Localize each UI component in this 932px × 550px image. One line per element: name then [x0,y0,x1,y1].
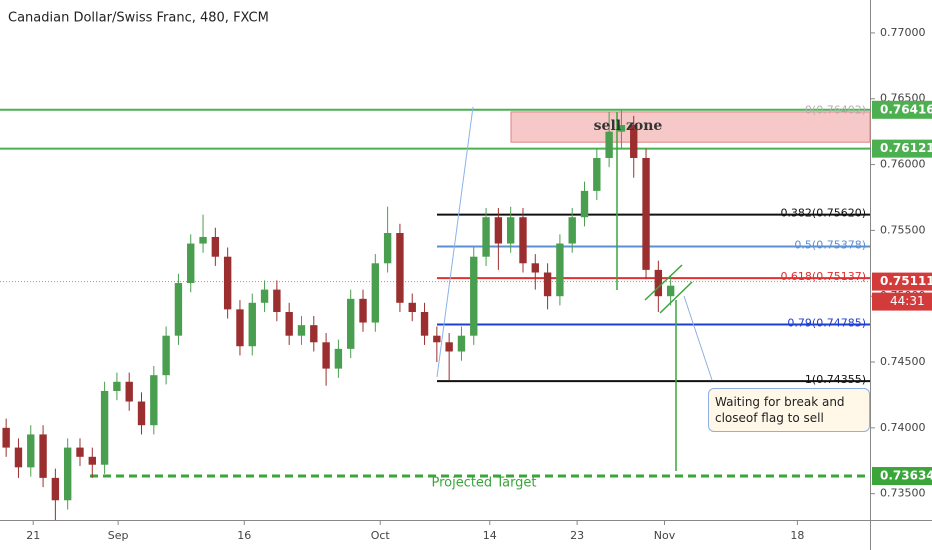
x-tick-label: 14 [483,529,497,542]
candle-body [150,375,158,426]
y-tick-label: 0.74500 [880,355,926,368]
x-tick-label: 16 [237,529,251,542]
candle-body [297,325,306,336]
candle-body [285,312,293,336]
y-tick-label: 0.75500 [880,223,926,236]
candle-body [519,217,527,264]
candle-body [630,125,638,158]
price-tag [872,100,932,119]
candle-body [137,401,146,426]
candle-body [396,233,404,303]
candle-body [273,289,281,312]
candle-body [531,263,539,273]
candle-body [310,325,318,343]
candle-body [322,342,330,369]
x-tick-label: 18 [790,529,804,542]
price-tag-label: 0.76121 [880,141,932,155]
candle-body [666,285,675,297]
countdown-tag [872,292,932,311]
current-price-tag [872,272,932,291]
candle-body [482,217,490,257]
candle-body [433,335,441,343]
x-tick-label: Sep [108,529,129,542]
candle-body [113,381,121,391]
fib-label: 1(0.74355) [805,373,866,386]
candle-body [347,298,355,349]
x-tick-label: 23 [570,529,584,542]
candle-body [199,236,207,244]
candle-body [51,477,60,501]
candle-body [236,309,244,347]
sell-zone [510,111,871,143]
sell-zone-label: sell zone [594,118,663,134]
candle-body [642,157,650,270]
note-pointer [683,295,713,381]
candle-body [383,233,392,264]
flag-line [644,264,683,301]
candle-body [125,381,133,402]
y-tick-label: 0.76000 [880,158,926,171]
candle-body [223,256,232,310]
candle-body [556,243,564,297]
countdown: 44:31 [890,294,925,308]
candle-body [617,125,626,132]
x-tick-label: Nov [654,529,676,542]
current-price-tag-label: 0.75111 [880,274,932,288]
candle-body [457,335,466,352]
candle-body [260,289,269,303]
candle-body [359,298,367,323]
candle-body [174,283,183,336]
x-tick-label: Oct [371,529,391,542]
candle-body [2,427,10,448]
candle-body [420,312,429,336]
candle-body [593,157,601,191]
fib-label: 0.618(0.75137) [780,270,866,283]
candle-body [470,256,478,336]
price-tag-label: 0.76416 [880,102,932,116]
candle-body [408,302,416,312]
candle-body [605,131,613,158]
candle-body [88,456,96,465]
candle-body [211,236,220,257]
candle-body [371,263,380,323]
fib-label: 0.79(0.74785) [787,317,866,330]
candle-body [187,243,195,284]
y-tick-label: 0.77000 [880,26,926,39]
candle-body [63,447,72,501]
chart-title: Canadian Dollar/Swiss Franc, 480, FXCM [8,11,269,26]
annotation-note: Waiting for break and closeof flag to se… [708,388,870,432]
y-tick-label: 0.74000 [880,421,926,434]
price-tag-label: 0.73634 [880,469,932,483]
fib-label: 0.5(0.75378) [794,238,866,251]
y-tick-label: 0.73500 [880,487,926,500]
candle-body [580,190,589,218]
candle-body [27,434,35,468]
candle-body [76,447,84,457]
candle-body [568,217,576,244]
fib-label: 0.382(0.75620) [780,207,866,220]
candle-body [445,342,453,352]
target-label: Projected Target [431,476,536,491]
price-tag [872,139,932,158]
candle-body [654,269,663,297]
price-tag [872,467,932,486]
fib-label: 0(0.76402) [805,104,866,117]
candle-body [39,434,47,478]
candle-body [494,217,503,244]
candle-body [543,272,552,297]
flag-line [659,281,693,314]
candle-body [248,302,256,347]
candle-body [162,335,170,376]
candle-body [334,348,343,369]
candle-body [100,390,109,465]
fib-trend-line [436,106,474,378]
x-tick-label: 21 [26,529,40,542]
candle-body [506,217,515,244]
candle-body [14,447,23,468]
